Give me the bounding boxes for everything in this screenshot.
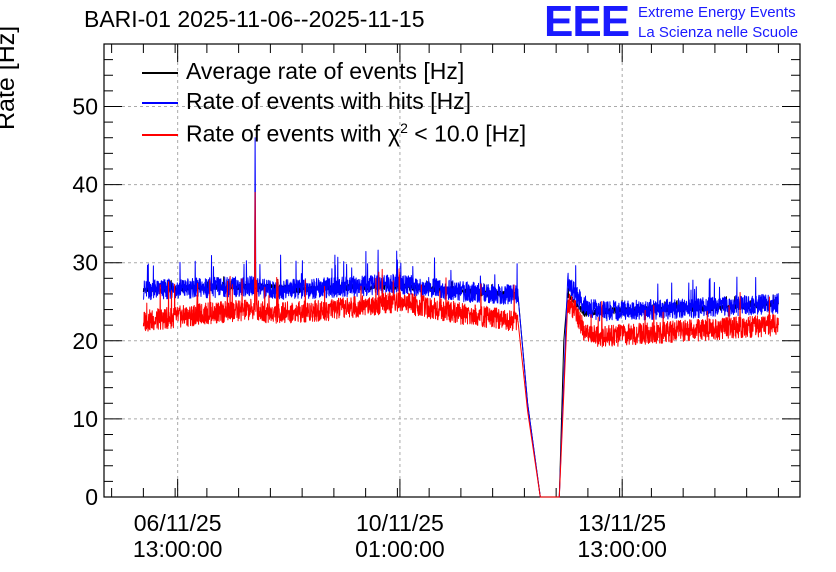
- x-tick-label-time: 13:00:00: [577, 536, 667, 562]
- y-tick-label: 0: [85, 484, 98, 510]
- legend-swatch-chi2: [142, 134, 178, 136]
- x-tick-label-date: 10/11/25: [356, 510, 444, 536]
- y-tick-label: 10: [72, 406, 98, 432]
- eee-logo-line-1: Extreme Energy Events: [638, 4, 796, 21]
- legend-label-hits: Rate of events with hits [Hz]: [186, 88, 472, 114]
- legend-label-chi2-suffix: < 10.0 [Hz]: [407, 120, 527, 147]
- legend-label-chi2: Rate of events with χ2 < 10.0 [Hz]: [186, 120, 526, 148]
- legend-label-chi2-sup: 2: [400, 120, 408, 136]
- legend-label-average: Average rate of events [Hz]: [186, 58, 465, 84]
- legend-swatch-average: [142, 72, 178, 74]
- y-tick-label: 40: [72, 172, 98, 198]
- legend-swatch-hits: [142, 102, 178, 104]
- x-tick-label-time: 01:00:00: [355, 536, 445, 562]
- x-tick-label-time: 13:00:00: [133, 536, 223, 562]
- legend-label-chi2-prefix: Rate of events with χ: [186, 120, 401, 147]
- y-tick-label: 20: [72, 328, 98, 354]
- eee-logo: EEE: [544, 0, 630, 46]
- plot-frame: [103, 43, 801, 498]
- eee-logo-line-2: La Scienza nelle Scuole: [638, 24, 799, 41]
- y-tick-label: 30: [72, 250, 98, 276]
- chart-title: BARI-01 2025-11-06--2025-11-15: [84, 6, 425, 32]
- y-tick-label: 50: [72, 93, 98, 119]
- series-line-chi2-rate: [142, 191, 779, 498]
- x-tick-label-date: 13/11/25: [578, 510, 666, 536]
- x-tick-label-date: 06/11/25: [134, 510, 222, 536]
